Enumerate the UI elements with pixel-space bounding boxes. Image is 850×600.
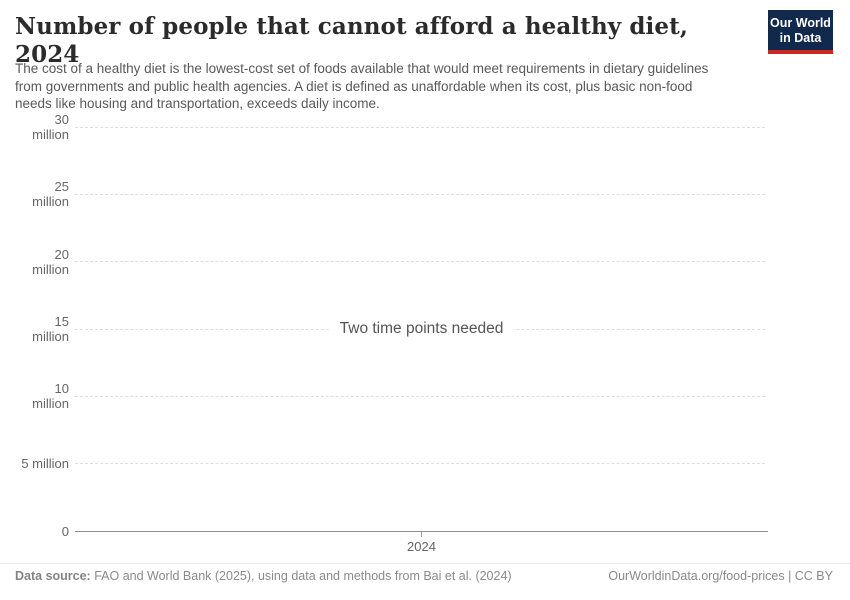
- page-title: Number of people that cannot afford a he…: [15, 13, 688, 68]
- data-source-note: Data source: FAO and World Bank (2025), …: [15, 569, 512, 583]
- y-axis-tick-label: 20 million: [32, 246, 69, 277]
- data-source-text: FAO and World Bank (2025), using data an…: [94, 569, 512, 583]
- empty-chart-message-row: Two time points needed: [75, 320, 768, 338]
- gridline: [75, 193, 765, 195]
- gridline-row: 20 million: [15, 247, 765, 277]
- x-axis-line-row: 0: [15, 523, 768, 539]
- empty-chart-message: Two time points needed: [329, 320, 514, 338]
- gridline: [75, 261, 765, 263]
- chart-subtitle: The cost of a healthy diet is the lowest…: [15, 61, 709, 111]
- y-axis-tick-label: 10 million: [32, 381, 69, 412]
- owid-logo-line1: Our World: [770, 16, 831, 30]
- y-axis-tick-label: 25 million: [32, 179, 69, 210]
- y-axis-tick-label: 15 million: [32, 314, 69, 344]
- x-axis-tick-label: 2024: [407, 539, 436, 554]
- gridline: [75, 126, 765, 128]
- gridline: [75, 463, 765, 465]
- x-axis-line: [75, 530, 768, 532]
- y-axis-tick-label: 0: [61, 523, 69, 539]
- chart-footer: Data source: FAO and World Bank (2025), …: [15, 569, 833, 583]
- gridline-row: 30 million: [15, 112, 765, 142]
- y-axis-tick-label: 5 million: [21, 456, 69, 472]
- gridline: [75, 395, 765, 397]
- gridline-row: 10 million: [15, 381, 765, 411]
- gridline-row: 25 million: [15, 179, 765, 209]
- x-axis-tick: [421, 532, 422, 537]
- footer-divider: [0, 563, 850, 564]
- owid-url-license-link[interactable]: OurWorldinData.org/food-prices | CC BY: [608, 569, 833, 583]
- y-axis-tick-label: 30 million: [32, 112, 69, 142]
- gridline-row: 5 million: [15, 456, 765, 472]
- owid-logo-line2: in Data: [779, 31, 822, 45]
- owid-logo[interactable]: Our World in Data: [768, 10, 833, 54]
- data-source-label: Data source:: [15, 569, 91, 583]
